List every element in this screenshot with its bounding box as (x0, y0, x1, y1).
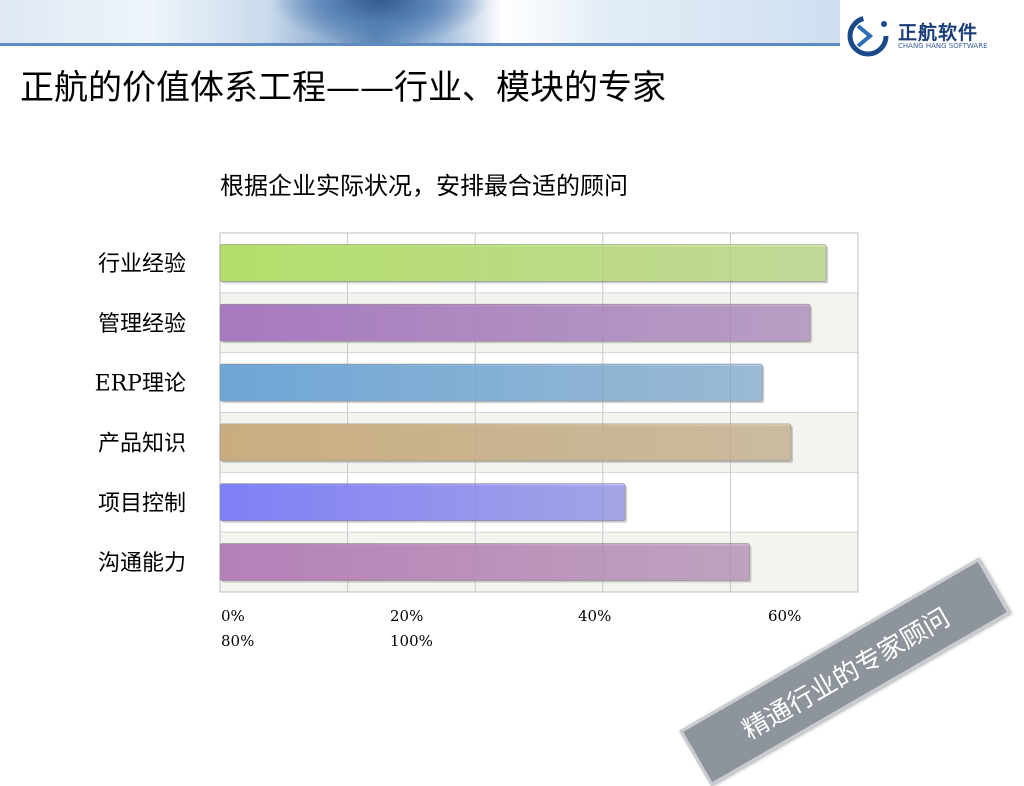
tick-label: 60% (768, 607, 801, 625)
tick-label: 20% (390, 607, 423, 625)
category-label: 行业经验 (98, 252, 186, 277)
category-label: 沟通能力 (98, 551, 186, 576)
slide-title: 正航的价值体系工程——行业、模块的专家 (20, 68, 666, 108)
logo-name: 正航软件 (898, 22, 979, 44)
logo-subtitle: CHANG HANG SOFTWARE (898, 42, 988, 50)
category-label: 项目控制 (98, 491, 186, 516)
bar-0 (219, 244, 827, 282)
tick-label: 80% (221, 632, 254, 650)
header-swoosh (270, 0, 490, 46)
header-divider (0, 43, 840, 46)
bar-4 (219, 483, 626, 522)
category-label: 管理经验 (98, 312, 186, 337)
tick-label: 40% (578, 607, 611, 625)
bar-2 (219, 363, 763, 402)
company-logo-icon (847, 15, 889, 57)
bar-5 (219, 543, 750, 581)
chart-title: 根据企业实际状况，安排最合适的顾问 (220, 172, 628, 200)
tick-label: 100% (390, 632, 433, 650)
plot-frame (219, 232, 859, 593)
bar-1 (219, 303, 811, 342)
bar-3 (219, 423, 792, 462)
category-label: 产品知识 (98, 431, 186, 456)
category-label: ERP理论 (95, 372, 186, 397)
tick-label: 0% (221, 607, 245, 625)
